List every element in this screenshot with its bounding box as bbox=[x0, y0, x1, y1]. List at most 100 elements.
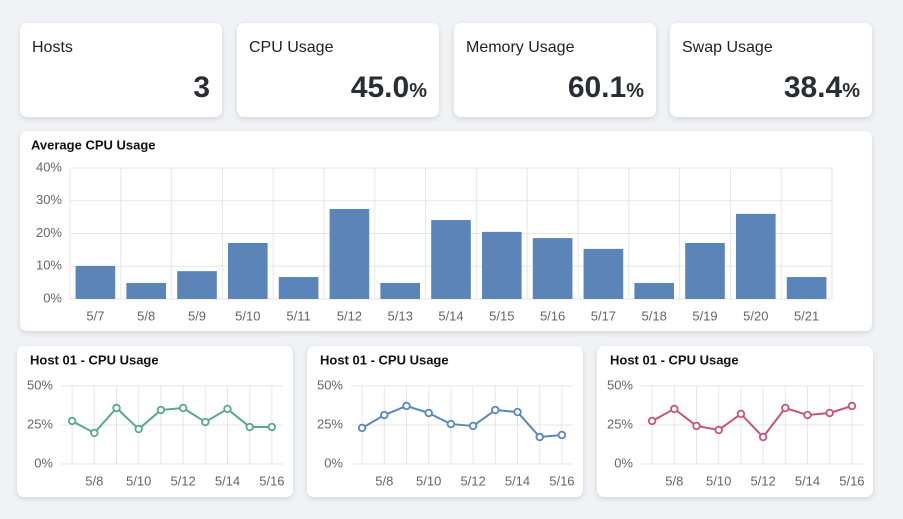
x-tick-label: 5/10 bbox=[416, 473, 441, 488]
grid bbox=[61, 385, 283, 465]
stat-number: 38.4 bbox=[783, 71, 843, 104]
bar bbox=[75, 265, 116, 299]
stat-value: 45.0% bbox=[351, 71, 427, 105]
grid bbox=[351, 385, 573, 465]
x-tick-label: 5/20 bbox=[743, 308, 768, 323]
stat-unit: % bbox=[842, 80, 860, 102]
point bbox=[670, 404, 679, 414]
x-tick-label: 5/15 bbox=[489, 308, 514, 323]
y-tick-label: 0% bbox=[34, 455, 53, 470]
stat-value: 60.1% bbox=[568, 71, 644, 105]
chart-title: Average CPU Usage bbox=[31, 137, 156, 152]
point bbox=[201, 417, 210, 427]
x-tick-label: 5/14 bbox=[215, 473, 240, 488]
bar bbox=[227, 242, 268, 299]
bar bbox=[532, 238, 573, 299]
line bbox=[71, 406, 272, 434]
bar bbox=[685, 242, 725, 299]
bar bbox=[431, 220, 471, 299]
bar bbox=[278, 277, 319, 299]
x-tick-label: 5/10 bbox=[235, 308, 260, 323]
y-tick-label: 0% bbox=[614, 455, 633, 470]
point bbox=[156, 405, 166, 415]
bar bbox=[126, 282, 167, 299]
y-tick-label: 30% bbox=[36, 192, 62, 207]
chart-card: Average CPU Usage 0% 10% 20% 30% 40% 5/7 5/8 5/9… bbox=[20, 131, 872, 331]
x-tick-label: 5/17 bbox=[591, 308, 616, 323]
x-tick-label: 5/8 bbox=[85, 473, 103, 488]
x-tick-label: 5/16 bbox=[259, 473, 284, 488]
stat-unit: % bbox=[626, 80, 644, 102]
stat-number: 3 bbox=[193, 71, 210, 104]
chart: Average CPU Usage 0% 10% 20% 30% 40% 5/7 5/8 5/9… bbox=[31, 137, 833, 323]
stat-card: Hosts 3 bbox=[20, 23, 222, 117]
point bbox=[535, 432, 544, 442]
point bbox=[847, 401, 857, 411]
x-tick-label: 5/16 bbox=[839, 473, 864, 488]
x-tick-label: 5/18 bbox=[642, 308, 667, 323]
bar bbox=[583, 248, 624, 299]
point bbox=[714, 425, 723, 435]
y-tick-label: 25% bbox=[607, 416, 633, 431]
point bbox=[736, 409, 746, 419]
stat-label: CPU Usage bbox=[249, 39, 334, 56]
x-tick-label: 5/12 bbox=[170, 473, 195, 488]
point bbox=[134, 424, 143, 434]
x-tick-label: 5/14 bbox=[795, 473, 820, 488]
chart-title: Host 01 - CPU Usage bbox=[610, 352, 739, 367]
chart: Host 01 - CPU Usage 0% 25% 50% 5/8 5/10 5/12 5/… bbox=[27, 352, 285, 488]
chart: Host 01 - CPU Usage 0% 25% 50% 5/8 5/10 5/12 5/… bbox=[607, 352, 865, 488]
stat-card: Memory Usage 60.1% bbox=[454, 23, 656, 117]
chart: Host 01 - CPU Usage 0% 25% 50% 5/8 5/10 5/12 5/… bbox=[317, 352, 575, 488]
x-tick-label: 5/8 bbox=[375, 473, 393, 488]
line bbox=[651, 405, 853, 439]
point bbox=[357, 423, 367, 433]
bar bbox=[177, 271, 217, 299]
stat-label: Swap Usage bbox=[682, 39, 773, 56]
stat-label: Hosts bbox=[32, 39, 73, 56]
chart-card: Host 01 - CPU Usage 0% 25% 50% 5/8 5/10 5/12 5/… bbox=[307, 346, 583, 497]
point bbox=[223, 404, 232, 414]
x-tick-label: 5/9 bbox=[188, 308, 206, 323]
y-tick-label: 20% bbox=[36, 225, 62, 240]
x-tick-label: 5/12 bbox=[750, 473, 775, 488]
stat-value: 38.4% bbox=[784, 71, 860, 105]
y-tick-label: 50% bbox=[317, 377, 343, 392]
point bbox=[178, 403, 188, 413]
point bbox=[758, 432, 768, 442]
x-tick-label: 5/12 bbox=[337, 308, 362, 323]
x-tick-label: 5/11 bbox=[286, 308, 310, 323]
point bbox=[692, 421, 701, 431]
x-tick-label: 5/14 bbox=[438, 308, 463, 323]
stat-number: 45.0 bbox=[350, 71, 410, 104]
x-tick-label: 5/13 bbox=[388, 308, 413, 323]
point bbox=[557, 430, 567, 440]
bar bbox=[481, 231, 522, 299]
y-tick-label: 0% bbox=[43, 290, 62, 305]
stat-label: Memory Usage bbox=[466, 39, 575, 56]
point bbox=[112, 403, 121, 413]
point bbox=[468, 421, 478, 431]
point bbox=[380, 410, 389, 420]
x-tick-label: 5/8 bbox=[137, 308, 155, 323]
x-tick-label: 5/10 bbox=[706, 473, 731, 488]
point bbox=[781, 403, 790, 413]
stat-unit: % bbox=[409, 80, 427, 102]
x-tick-label: 5/10 bbox=[126, 473, 151, 488]
chart-title: Host 01 - CPU Usage bbox=[30, 352, 159, 367]
bar bbox=[735, 213, 776, 299]
point bbox=[513, 407, 522, 417]
point bbox=[424, 408, 433, 418]
stat-card: Swap Usage 38.4% bbox=[670, 23, 872, 117]
bar bbox=[786, 277, 827, 299]
x-tick-label: 5/7 bbox=[86, 308, 104, 323]
point bbox=[245, 422, 254, 432]
y-tick-label: 25% bbox=[317, 416, 343, 431]
line bbox=[361, 404, 562, 439]
chart-title: Host 01 - CPU Usage bbox=[320, 352, 449, 367]
x-tick-label: 5/8 bbox=[665, 473, 683, 488]
stat-value: 3 bbox=[193, 71, 210, 105]
point bbox=[402, 401, 411, 411]
